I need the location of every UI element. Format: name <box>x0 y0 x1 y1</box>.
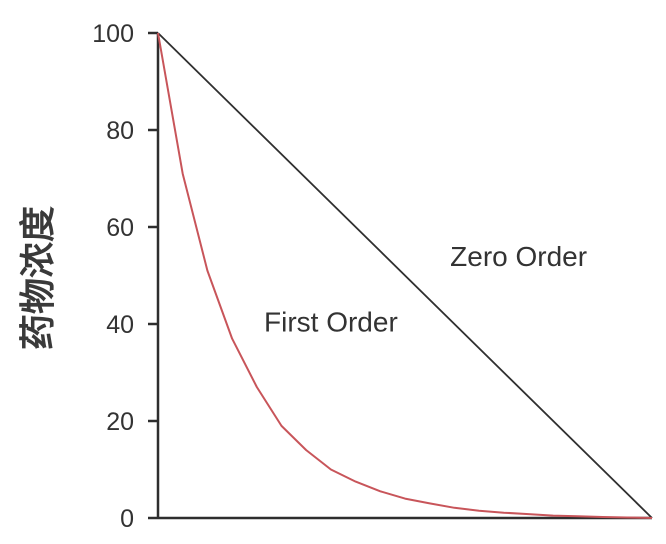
axes: 0 20 40 60 80 100 <box>92 20 652 533</box>
series-line-1 <box>157 32 653 519</box>
series-line-0 <box>157 32 653 519</box>
annotation-first-order: First Order <box>264 306 398 337</box>
y-tick-label: 60 <box>106 214 134 242</box>
y-tick-label: 40 <box>106 311 134 339</box>
series-group <box>157 32 653 519</box>
annotations: Zero Order First Order <box>264 241 587 337</box>
y-tick-label: 80 <box>106 117 134 145</box>
y-tick-label: 0 <box>120 505 134 533</box>
annotation-zero-order: Zero Order <box>450 241 587 272</box>
y-tick-label: 20 <box>106 408 134 436</box>
y-tick-label: 100 <box>92 20 134 48</box>
y-axis-label: 药物浓度 <box>18 206 59 350</box>
